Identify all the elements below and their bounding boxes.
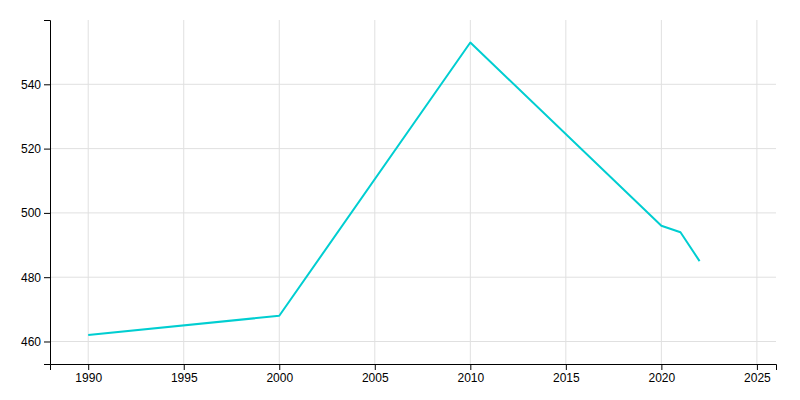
tick-label: 520 [21,142,41,156]
tick-label: 2020 [649,371,676,385]
tick-mark [88,364,89,370]
tick-mark [279,364,280,370]
tick: 2020 [649,364,676,385]
tick: 2000 [266,364,293,385]
tick-label: 460 [21,335,41,349]
chart: 1990 1995 2000 2005 2010 2015 2020 2025 460 480 50… [0,0,800,400]
tick-label: 1990 [75,371,102,385]
tick-mark [44,213,50,214]
tick-mark [375,364,376,370]
tick: 2005 [362,364,389,385]
tick-label: 2010 [457,371,484,385]
tick-label: 540 [21,78,41,92]
grid-line-x [470,20,471,364]
axis-line [51,365,777,371]
tick-label: 2025 [744,371,771,385]
grid [50,20,776,364]
tick: 460 [21,335,50,349]
tick: 480 [21,271,50,285]
grid-line-x [374,20,375,364]
grid-line-y [50,84,776,85]
tick-mark [757,364,758,370]
tick: 2010 [457,364,484,385]
tick-mark [44,149,50,150]
plot-area [88,43,699,336]
tick-label: 2005 [362,371,389,385]
grid-line-y [50,148,776,149]
grid-line-x [183,20,184,364]
tick-label: 1995 [171,371,198,385]
tick-mark [566,364,567,370]
grid-line-x [565,20,566,364]
tick-mark [44,341,50,342]
tick-label: 500 [21,206,41,220]
tick: 2025 [744,364,771,385]
axis-line [44,21,51,365]
tick-label: 480 [21,271,41,285]
tick-mark [661,364,662,370]
tick-mark [44,277,50,278]
tick-mark [184,364,185,370]
x-axis: 1990 1995 2000 2005 2010 2015 2020 2025 [51,364,777,385]
tick-label: 2015 [553,371,580,385]
tick: 1990 [75,364,102,385]
tick-mark [470,364,471,370]
grid-line-y [50,277,776,278]
tick-mark [44,84,50,85]
tick: 1995 [171,364,198,385]
tick: 540 [21,78,50,92]
tick: 2015 [553,364,580,385]
line [88,43,699,336]
tick: 520 [21,142,50,156]
grid-line-x [279,20,280,364]
grid-line-y [50,341,776,342]
tick: 500 [21,206,50,220]
grid-line-x [661,20,662,364]
grid-line-x [88,20,89,364]
grid-line-x [756,20,757,364]
y-axis: 460 480 500 520 540 [21,21,51,365]
grid-line-y [50,212,776,213]
tick-label: 2000 [266,371,293,385]
